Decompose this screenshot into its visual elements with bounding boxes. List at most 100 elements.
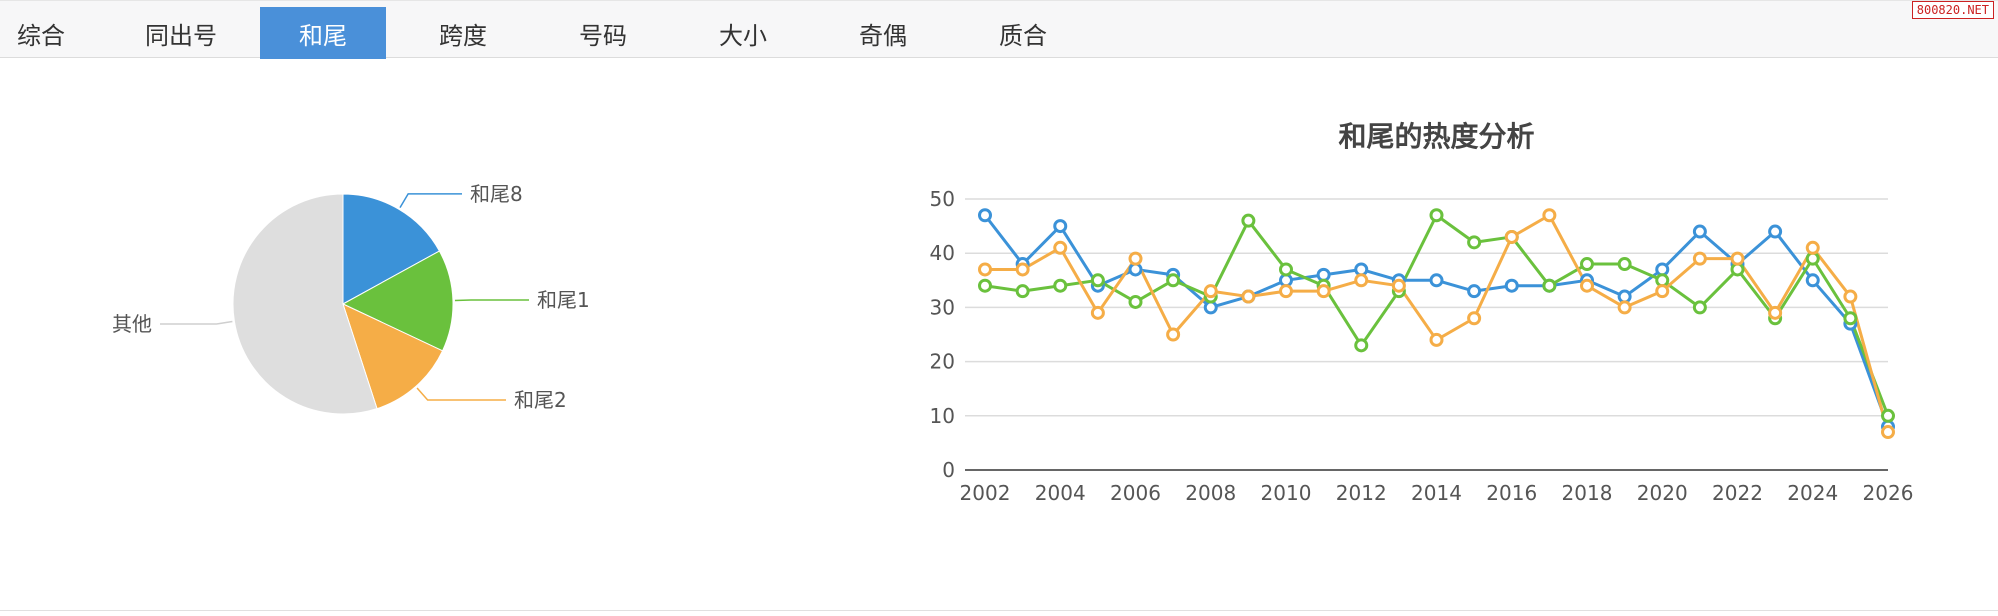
x-tick-label: 2024	[1787, 481, 1838, 505]
data-point	[1241, 289, 1256, 304]
data-point	[1241, 289, 1256, 304]
data-point	[1542, 278, 1557, 293]
data-point	[1090, 273, 1105, 288]
x-tick-label: 2022	[1712, 481, 1763, 505]
data-point	[1881, 419, 1895, 434]
data-point	[1504, 278, 1519, 293]
pie-slice-label: 和尾8	[470, 182, 523, 206]
data-point	[978, 278, 992, 293]
data-point	[1203, 300, 1218, 315]
data-point	[1203, 284, 1218, 299]
series-line	[983, 214, 1890, 428]
data-point	[1391, 284, 1406, 299]
data-point	[1015, 257, 1030, 272]
data-point	[1843, 316, 1858, 331]
series-line	[984, 213, 1890, 417]
pie-slice-label: 和尾1	[537, 288, 590, 312]
data-point	[1881, 408, 1895, 423]
pie-slice-label: 和尾2	[514, 388, 567, 412]
tab-haoma[interactable]: 号码	[579, 21, 627, 50]
data-point	[1655, 284, 1670, 299]
tab-hewei[interactable]: 和尾	[260, 7, 386, 59]
data-point	[1354, 338, 1369, 353]
x-tick-label: 2016	[1486, 481, 1537, 505]
y-tick-label: 0	[942, 458, 955, 482]
tab-jiou[interactable]: 奇偶	[859, 21, 907, 50]
data-point	[1580, 278, 1594, 293]
data-point	[1504, 229, 1519, 244]
data-point	[1692, 251, 1707, 266]
data-point	[1279, 273, 1293, 288]
data-point	[1279, 284, 1293, 299]
data-point	[1015, 284, 1030, 299]
data-point	[1843, 289, 1858, 304]
data-point	[1429, 273, 1444, 288]
bottom-divider	[0, 610, 1998, 611]
data-point	[1128, 262, 1143, 277]
data-point	[1768, 305, 1783, 320]
data-point	[1730, 257, 1745, 272]
data-point	[1354, 273, 1369, 288]
data-point	[1655, 262, 1670, 277]
tab-zonghe[interactable]: 综合	[17, 21, 65, 50]
data-point	[1090, 305, 1105, 320]
data-point	[978, 208, 992, 223]
x-tick-label: 2010	[1261, 481, 1312, 505]
data-point	[1617, 300, 1632, 315]
y-tick-label: 40	[930, 241, 955, 265]
x-tick-label: 2006	[1110, 481, 1161, 505]
data-point	[1316, 284, 1331, 299]
pie-slice	[341, 250, 454, 352]
pie-slice-label: 其他	[112, 312, 152, 336]
data-point	[1504, 229, 1519, 244]
tab-tongchuhao[interactable]: 同出号	[145, 21, 217, 50]
tab-zhihe[interactable]: 质合	[999, 21, 1047, 50]
data-point	[978, 262, 992, 277]
data-point	[1805, 240, 1820, 255]
data-point	[1805, 273, 1820, 288]
tab-daxiao[interactable]: 大小	[719, 21, 767, 50]
data-point	[1881, 425, 1895, 440]
pie-slice	[342, 193, 441, 305]
data-point	[1467, 284, 1482, 299]
data-point	[1203, 289, 1218, 304]
data-point	[1166, 273, 1181, 288]
data-point	[1580, 273, 1594, 288]
x-tick-label: 2026	[1863, 481, 1914, 505]
pie-label-line	[160, 320, 233, 325]
y-tick-label: 20	[930, 350, 955, 374]
data-point	[1467, 235, 1482, 250]
x-tick-label: 2020	[1637, 481, 1688, 505]
x-tick-label: 2002	[960, 481, 1011, 505]
pie-label-line	[454, 299, 529, 302]
data-point	[1241, 213, 1256, 228]
data-point	[1053, 219, 1068, 234]
y-tick-label: 10	[930, 404, 955, 428]
data-point	[1391, 273, 1406, 288]
data-point	[1730, 262, 1745, 277]
data-point	[1166, 267, 1181, 282]
data-point	[1015, 262, 1030, 277]
data-point	[1692, 300, 1707, 315]
data-point	[1655, 273, 1670, 288]
data-point	[1279, 262, 1293, 277]
site-watermark: 800820.NET	[1911, 1, 1994, 19]
x-tick-label: 2014	[1411, 481, 1462, 505]
data-point	[1617, 289, 1632, 304]
data-point	[1542, 278, 1557, 293]
data-point	[1090, 278, 1105, 293]
y-tick-label: 30	[930, 295, 955, 319]
data-point	[1730, 251, 1745, 266]
data-point	[1166, 327, 1181, 342]
data-point	[1692, 224, 1707, 239]
data-point	[1391, 278, 1406, 293]
data-point	[1542, 208, 1557, 223]
tab-kuadu[interactable]: 跨度	[439, 21, 487, 50]
data-point	[1768, 224, 1783, 239]
data-point	[1768, 311, 1783, 326]
x-tick-label: 2012	[1336, 481, 1387, 505]
data-point	[1316, 267, 1331, 282]
x-tick-label: 2008	[1185, 481, 1236, 505]
y-tick-label: 50	[930, 187, 955, 211]
